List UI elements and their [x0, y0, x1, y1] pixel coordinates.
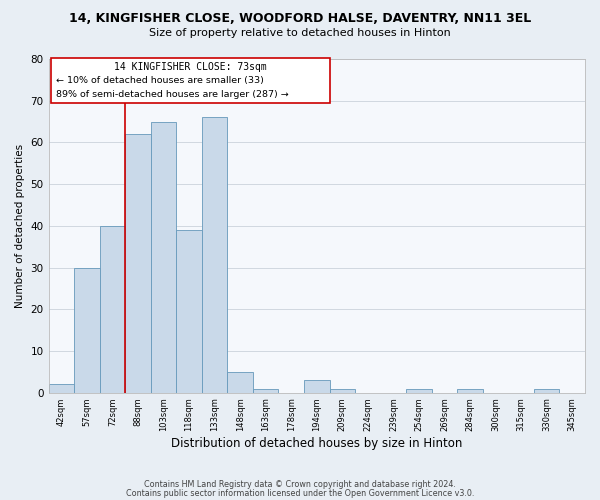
- Bar: [151, 122, 176, 392]
- Bar: [202, 118, 227, 392]
- Text: Size of property relative to detached houses in Hinton: Size of property relative to detached ho…: [149, 28, 451, 38]
- Text: 14 KINGFISHER CLOSE: 73sqm: 14 KINGFISHER CLOSE: 73sqm: [114, 62, 266, 72]
- Text: ← 10% of detached houses are smaller (33): ← 10% of detached houses are smaller (33…: [56, 76, 264, 85]
- Bar: [253, 388, 278, 392]
- Bar: [457, 388, 483, 392]
- X-axis label: Distribution of detached houses by size in Hinton: Distribution of detached houses by size …: [171, 437, 463, 450]
- Bar: [74, 268, 100, 392]
- Bar: [100, 226, 125, 392]
- Bar: [329, 388, 355, 392]
- Text: 14, KINGFISHER CLOSE, WOODFORD HALSE, DAVENTRY, NN11 3EL: 14, KINGFISHER CLOSE, WOODFORD HALSE, DA…: [69, 12, 531, 26]
- Text: Contains public sector information licensed under the Open Government Licence v3: Contains public sector information licen…: [126, 489, 474, 498]
- Y-axis label: Number of detached properties: Number of detached properties: [15, 144, 25, 308]
- Bar: [304, 380, 329, 392]
- Text: Contains HM Land Registry data © Crown copyright and database right 2024.: Contains HM Land Registry data © Crown c…: [144, 480, 456, 489]
- Text: 89% of semi-detached houses are larger (287) →: 89% of semi-detached houses are larger (…: [56, 90, 289, 99]
- Bar: [227, 372, 253, 392]
- Bar: [176, 230, 202, 392]
- Bar: [125, 134, 151, 392]
- FancyBboxPatch shape: [51, 58, 329, 103]
- Bar: [534, 388, 559, 392]
- Bar: [406, 388, 432, 392]
- Bar: [49, 384, 74, 392]
